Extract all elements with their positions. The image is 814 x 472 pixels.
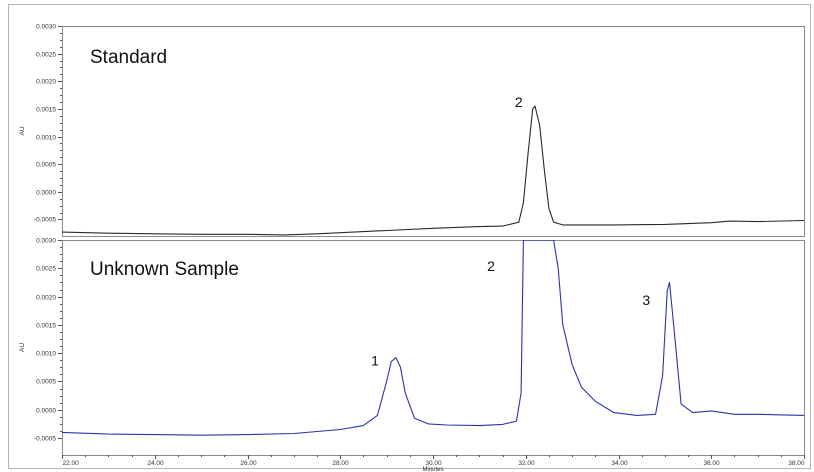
y-tick-label: -0.0005 — [34, 436, 56, 443]
x-tick-label: 22.00 — [63, 460, 80, 467]
y-tick-label: 0.0020 — [36, 79, 56, 86]
chart-panel-2: 0.0030 0.0025 0.0020 0.0015 0.0010 0.0005 0.00… — [19, 238, 805, 472]
y-tick-label: -0.0005 — [34, 217, 56, 224]
panel-label: Standard — [90, 47, 167, 68]
y-axis-label: AU — [19, 343, 26, 352]
y-tick-label: 0.0020 — [36, 295, 56, 302]
y-tick-label: 0.0005 — [36, 162, 56, 169]
y-tick-label: 0.0005 — [36, 379, 56, 386]
y-tick-label: 0.0025 — [36, 52, 56, 59]
x-tick-label: 32.00 — [518, 460, 535, 467]
plot-frame — [62, 26, 805, 237]
x-tick-label: 34.00 — [611, 460, 628, 467]
chart-panel-1: 0.0030 0.0025 0.0020 0.0015 0.0010 0.0005 0.00… — [19, 24, 805, 237]
y-tick-label: 0.0000 — [36, 190, 56, 197]
y-tick-label: 0.0030 — [36, 238, 56, 245]
y-axis: 0.0030 0.0025 0.0020 0.0015 0.0010 0.0005 0.00… — [19, 24, 62, 224]
y-tick-label: 0.0015 — [36, 323, 56, 330]
peak-label: 2 — [487, 258, 495, 274]
x-tick-label: 24.00 — [147, 460, 164, 467]
x-tick-label: 28.00 — [332, 460, 349, 467]
peak-label: 3 — [642, 292, 650, 308]
x-axis-label: Minutes — [422, 467, 443, 472]
figure-frame — [8, 4, 811, 469]
y-axis-label: AU — [19, 126, 26, 135]
chart-panels: 0.0030 0.0025 0.0020 0.0015 0.0010 0.0005 0.00… — [19, 24, 805, 472]
y-tick-label: 0.0015 — [36, 107, 56, 114]
panel-label: Unknown Sample — [90, 259, 239, 280]
y-tick-label: 0.0010 — [36, 351, 56, 358]
y-tick-label: 0.0030 — [36, 24, 56, 31]
peak-label: 2 — [515, 94, 523, 110]
x-tick-label: 26.00 — [240, 460, 257, 467]
x-axis: 22.00 24.00 26.00 28.00 30.00 32.00 34.00 36.00… — [62, 455, 805, 472]
x-tick-label: 38.00 — [788, 460, 805, 467]
y-tick-label: 0.0000 — [36, 408, 56, 415]
peak-label: 1 — [371, 353, 379, 369]
x-tick-label: 36.00 — [703, 460, 720, 467]
y-tick-label: 0.0025 — [36, 266, 56, 273]
x-tick-label: 30.00 — [425, 460, 442, 467]
trace-line — [62, 240, 804, 436]
y-axis: 0.0030 0.0025 0.0020 0.0015 0.0010 0.0005 0.00… — [19, 238, 62, 443]
y-tick-label: 0.0010 — [36, 135, 56, 142]
trace-line — [62, 105, 804, 236]
